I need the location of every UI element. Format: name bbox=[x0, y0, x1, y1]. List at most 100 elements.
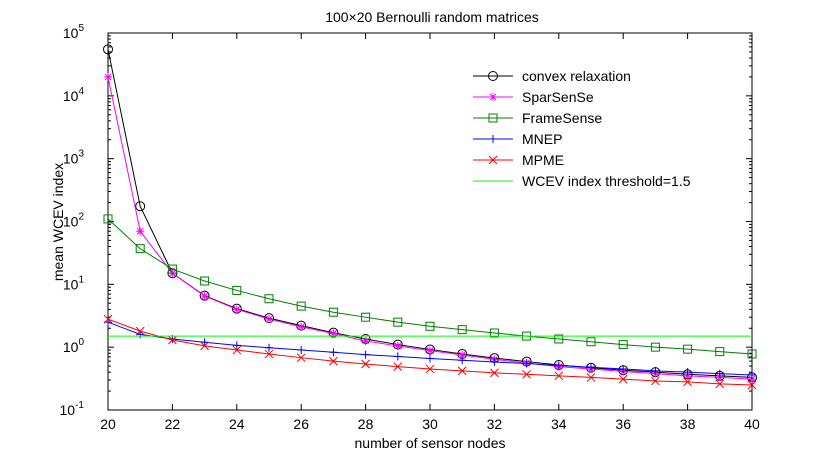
data-point bbox=[104, 72, 112, 81]
data-point bbox=[361, 337, 370, 346]
legend-label: MNEP bbox=[522, 131, 562, 147]
data-point bbox=[136, 227, 145, 236]
data-point bbox=[361, 359, 370, 369]
legend-label: FrameSense bbox=[522, 110, 602, 126]
x-tick-label: 38 bbox=[680, 416, 696, 432]
x-axis-label: number of sensor nodes bbox=[355, 435, 506, 451]
series-framesense bbox=[103, 214, 757, 359]
data-point bbox=[135, 244, 145, 254]
y-tick-label: 104 bbox=[63, 86, 85, 104]
data-point bbox=[618, 374, 628, 384]
data-point bbox=[393, 352, 402, 361]
data-point bbox=[426, 354, 434, 363]
x-tick-label: 20 bbox=[100, 416, 116, 432]
data-point bbox=[683, 377, 692, 387]
data-point bbox=[619, 364, 628, 373]
data-point bbox=[200, 338, 209, 347]
legend-entry: SparSenSe bbox=[473, 89, 594, 105]
data-point bbox=[135, 201, 146, 212]
legend-marker bbox=[489, 93, 497, 101]
data-point bbox=[748, 371, 756, 380]
data-point bbox=[522, 369, 531, 379]
legend-marker bbox=[488, 71, 498, 81]
data-point bbox=[715, 369, 724, 378]
data-point bbox=[232, 345, 242, 355]
data-point bbox=[651, 366, 660, 375]
data-point bbox=[554, 361, 563, 370]
x-tick-label: 36 bbox=[615, 416, 631, 432]
data-point bbox=[297, 322, 306, 331]
data-point bbox=[458, 351, 467, 360]
x-tick-label: 22 bbox=[165, 416, 181, 432]
data-point bbox=[103, 214, 113, 224]
legend-marker bbox=[489, 135, 497, 143]
y-tick-label: 101 bbox=[63, 274, 85, 292]
legend: convex relaxation SparSenSe FrameSense MNEP… bbox=[463, 64, 735, 196]
data-point bbox=[683, 344, 693, 354]
axis-ticks: 20 22 24 26 28 30 32 34 36 38 40 10-1 100 101 102 103 10… bbox=[60, 23, 760, 432]
data-point bbox=[586, 337, 596, 347]
data-point bbox=[425, 321, 435, 331]
data-point bbox=[490, 368, 499, 378]
data-point bbox=[554, 334, 564, 344]
data-point bbox=[490, 358, 499, 367]
y-tick-label: 103 bbox=[63, 149, 85, 167]
legend-entry: WCEV index threshold=1.5 bbox=[473, 173, 691, 189]
data-point bbox=[264, 294, 274, 304]
legend-label: convex relaxation bbox=[522, 68, 631, 84]
data-point bbox=[587, 363, 595, 372]
data-point bbox=[232, 285, 242, 295]
legend-entry: convex relaxation bbox=[473, 68, 631, 84]
data-point bbox=[457, 366, 467, 376]
y-tick-label: 102 bbox=[63, 212, 85, 230]
data-point bbox=[586, 373, 596, 382]
legend-marker bbox=[488, 155, 498, 165]
data-point bbox=[265, 343, 273, 352]
data-point bbox=[264, 349, 274, 359]
data-point bbox=[167, 264, 177, 274]
y-tick-label: 100 bbox=[63, 337, 85, 355]
x-tick-label: 40 bbox=[744, 416, 760, 432]
data-point bbox=[393, 341, 402, 350]
data-point bbox=[103, 44, 113, 55]
x-tick-label: 34 bbox=[551, 416, 567, 432]
data-point bbox=[715, 347, 725, 357]
data-point bbox=[297, 346, 306, 355]
data-point bbox=[683, 368, 692, 377]
data-point bbox=[458, 356, 467, 365]
x-tick-label: 28 bbox=[358, 416, 374, 432]
data-point bbox=[328, 307, 338, 317]
data-point bbox=[393, 317, 403, 327]
legend-entry: FrameSense bbox=[473, 110, 602, 126]
data-point bbox=[361, 350, 370, 359]
data-point bbox=[522, 359, 531, 368]
data-point bbox=[554, 371, 564, 381]
legend-entry: MNEP bbox=[473, 131, 562, 147]
data-point bbox=[650, 342, 660, 352]
data-point bbox=[200, 276, 210, 286]
data-point bbox=[232, 305, 241, 314]
y-axis-label: mean WCEV index bbox=[50, 163, 66, 281]
data-point bbox=[489, 328, 499, 338]
legend-label: WCEV index threshold=1.5 bbox=[522, 173, 691, 189]
legend-label: MPME bbox=[522, 152, 564, 168]
data-point bbox=[200, 292, 209, 301]
y-tick-label: 10-1 bbox=[60, 400, 85, 418]
data-point bbox=[651, 376, 660, 386]
data-point bbox=[361, 312, 371, 322]
chart-title: 100×20 Bernoulli random matrices bbox=[325, 9, 539, 25]
data-point bbox=[329, 348, 338, 357]
data-point bbox=[426, 346, 434, 355]
data-point bbox=[457, 325, 467, 335]
legend-entry: MPME bbox=[473, 152, 564, 168]
x-tick-label: 26 bbox=[293, 416, 309, 432]
data-point bbox=[296, 301, 306, 311]
data-point bbox=[715, 379, 725, 389]
x-tick-label: 30 bbox=[422, 416, 438, 432]
data-point bbox=[199, 290, 210, 301]
data-point bbox=[329, 329, 338, 338]
series-layer bbox=[103, 44, 757, 390]
data-point bbox=[329, 356, 338, 366]
data-point bbox=[232, 341, 241, 350]
data-point bbox=[200, 341, 209, 351]
